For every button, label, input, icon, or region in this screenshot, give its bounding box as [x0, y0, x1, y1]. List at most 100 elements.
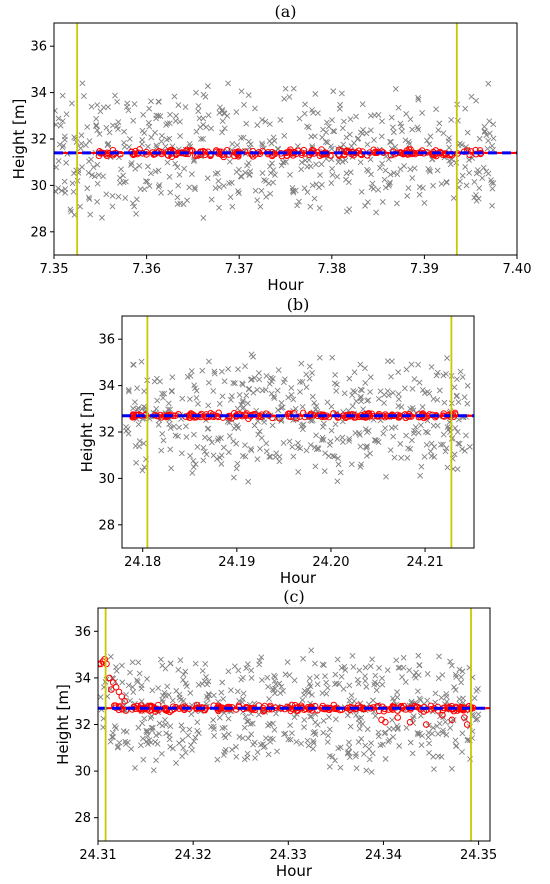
noise-point [240, 397, 246, 404]
noise-point [144, 733, 151, 739]
noise-point [382, 167, 389, 174]
noise-point [320, 717, 327, 724]
noise-point [190, 158, 197, 165]
noise-point [285, 736, 292, 743]
noise-point [329, 354, 336, 361]
noise-point [186, 184, 193, 191]
noise-point [301, 185, 308, 192]
noise-point [272, 681, 279, 688]
noise-point [366, 746, 373, 752]
noise-point [462, 105, 469, 112]
noise-point [144, 740, 151, 747]
noise-point [140, 111, 147, 118]
noise-point [114, 98, 121, 105]
noise-point [150, 767, 157, 774]
signal-point [448, 716, 456, 724]
noise-point [156, 182, 163, 188]
noise-point [136, 443, 143, 450]
noise-point [326, 726, 333, 733]
noise-point [300, 421, 307, 428]
noise-point [368, 740, 375, 747]
noise-point [417, 472, 424, 479]
noise-point [399, 128, 405, 135]
noise-point [192, 660, 199, 667]
noise-point [148, 134, 155, 141]
noise-point [192, 385, 198, 392]
noise-point [141, 464, 148, 471]
signal-point [422, 721, 430, 728]
noise-point [192, 186, 198, 193]
noise-point [434, 167, 441, 174]
noise-point [183, 434, 190, 440]
noise-point [216, 184, 223, 191]
noise-point [146, 123, 153, 130]
noise-point [59, 118, 66, 124]
noise-point [430, 396, 437, 402]
noise-point [415, 96, 422, 103]
noise-point [334, 656, 341, 663]
noise-point [330, 88, 337, 95]
noise-point [221, 732, 228, 739]
noise-point [462, 163, 469, 170]
noise-point [309, 369, 315, 376]
noise-point [239, 696, 246, 703]
noise-point [144, 178, 151, 185]
noise-point [148, 724, 155, 731]
noise-point [259, 140, 265, 147]
panel-title: (c) [283, 587, 304, 606]
noise-point [148, 98, 154, 105]
noise-point [155, 112, 162, 119]
noise-point [279, 404, 286, 411]
y-tick-label: 32 [30, 133, 47, 148]
noise-point [464, 400, 471, 407]
noise-point [299, 426, 306, 433]
noise-point [388, 114, 395, 121]
noise-point [130, 689, 137, 695]
noise-point [387, 171, 394, 178]
noise-point [254, 456, 261, 463]
noise-point [163, 730, 170, 737]
noise-point [415, 731, 421, 738]
noise-point [128, 746, 135, 752]
noise-point [135, 724, 142, 731]
noise-point [183, 423, 189, 430]
noise-point [447, 161, 454, 168]
noise-point [486, 118, 493, 125]
noise-point [468, 93, 475, 100]
noise-point [471, 179, 478, 185]
noise-point [356, 667, 363, 674]
noise-point [61, 136, 68, 143]
noise-point [106, 129, 113, 136]
noise-point [405, 445, 411, 452]
noise-point [211, 733, 218, 739]
noise-point [442, 448, 449, 455]
noise-point [308, 691, 315, 698]
noise-point [134, 677, 140, 684]
noise-point [433, 372, 440, 379]
noise-point [295, 469, 302, 475]
noise-point [115, 119, 122, 125]
noise-point [209, 439, 215, 446]
noise-point [202, 661, 209, 667]
noise-point [126, 143, 132, 150]
noise-point [363, 767, 370, 774]
x-tick-label: 24.32 [175, 848, 212, 863]
noise-point [203, 124, 210, 131]
noise-point [302, 157, 309, 164]
y-tick-label: 36 [98, 333, 115, 348]
noise-point [143, 727, 150, 734]
noise-point [242, 363, 248, 370]
noise-point [173, 760, 179, 766]
noise-point [473, 97, 480, 104]
noise-point [166, 120, 173, 127]
noise-point [130, 405, 136, 412]
y-axis-label: Height [m] [10, 99, 28, 180]
noise-point [154, 397, 161, 404]
noise-point [238, 88, 245, 95]
noise-point [434, 396, 441, 403]
noise-point [195, 400, 201, 407]
panel-title: (b) [287, 295, 310, 314]
noise-point [116, 739, 123, 746]
noise-point [254, 749, 261, 756]
noise-point [367, 450, 374, 457]
